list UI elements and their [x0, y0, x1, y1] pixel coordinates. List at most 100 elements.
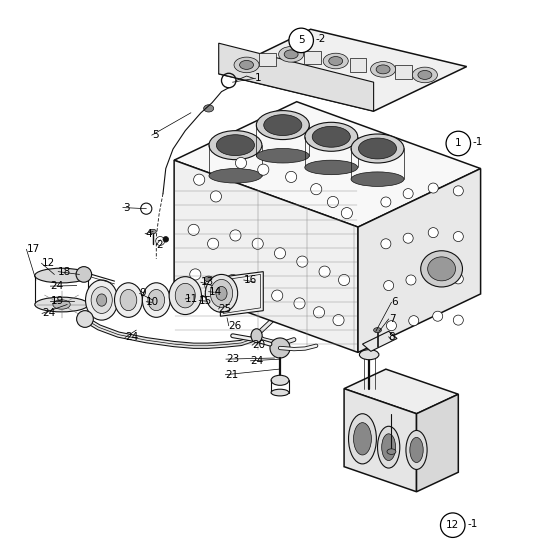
Text: 24: 24 — [42, 309, 55, 319]
Text: 19: 19 — [50, 296, 64, 306]
Ellipse shape — [271, 389, 289, 396]
Text: 24: 24 — [125, 333, 138, 342]
Ellipse shape — [264, 115, 302, 136]
Circle shape — [446, 131, 470, 156]
Text: 14: 14 — [209, 287, 222, 297]
Circle shape — [230, 230, 241, 241]
Text: 20: 20 — [252, 340, 265, 350]
Circle shape — [328, 197, 338, 208]
Circle shape — [211, 191, 222, 202]
Circle shape — [453, 315, 463, 325]
Circle shape — [338, 274, 349, 286]
Ellipse shape — [329, 57, 343, 66]
Text: 12: 12 — [446, 520, 459, 530]
Text: 23: 23 — [226, 354, 239, 364]
Text: 25: 25 — [219, 304, 232, 314]
Circle shape — [403, 189, 413, 199]
Circle shape — [270, 338, 290, 358]
Ellipse shape — [305, 122, 358, 151]
Text: 2: 2 — [156, 240, 163, 250]
Circle shape — [235, 157, 246, 169]
Circle shape — [163, 236, 169, 242]
Polygon shape — [417, 394, 458, 492]
Polygon shape — [219, 43, 374, 111]
Circle shape — [258, 164, 269, 175]
Text: 5: 5 — [152, 130, 158, 140]
Circle shape — [453, 186, 463, 196]
Circle shape — [274, 248, 286, 259]
Circle shape — [286, 171, 297, 183]
Ellipse shape — [418, 71, 432, 80]
Circle shape — [428, 183, 438, 193]
Circle shape — [433, 311, 443, 321]
Circle shape — [297, 256, 308, 267]
Text: 9: 9 — [139, 288, 146, 298]
Ellipse shape — [120, 290, 137, 311]
Circle shape — [188, 224, 199, 235]
Circle shape — [252, 238, 263, 249]
Circle shape — [156, 236, 165, 245]
Ellipse shape — [142, 283, 170, 318]
Text: 5: 5 — [298, 35, 305, 45]
Ellipse shape — [86, 280, 118, 320]
Circle shape — [333, 315, 344, 326]
Circle shape — [141, 203, 152, 214]
Text: 21: 21 — [225, 370, 239, 380]
Ellipse shape — [284, 50, 298, 59]
Ellipse shape — [53, 300, 70, 309]
Circle shape — [208, 238, 219, 249]
Ellipse shape — [406, 431, 427, 469]
Ellipse shape — [35, 268, 88, 283]
Circle shape — [190, 269, 201, 280]
Circle shape — [428, 227, 438, 237]
Ellipse shape — [216, 286, 227, 300]
Polygon shape — [344, 369, 458, 414]
Circle shape — [76, 267, 92, 282]
Text: 18: 18 — [58, 267, 72, 277]
Circle shape — [249, 281, 260, 292]
Text: 6: 6 — [391, 297, 398, 307]
Ellipse shape — [211, 279, 232, 307]
Ellipse shape — [377, 426, 400, 468]
Circle shape — [311, 184, 322, 195]
Text: -1: -1 — [467, 519, 478, 529]
Text: 26: 26 — [228, 321, 242, 331]
Text: 12: 12 — [41, 258, 55, 268]
Ellipse shape — [382, 434, 395, 460]
Ellipse shape — [206, 274, 237, 312]
Circle shape — [441, 513, 465, 538]
Ellipse shape — [91, 287, 112, 314]
Ellipse shape — [80, 312, 91, 326]
Ellipse shape — [240, 60, 254, 69]
Ellipse shape — [376, 65, 390, 74]
Polygon shape — [304, 51, 321, 64]
Circle shape — [289, 28, 314, 53]
Ellipse shape — [150, 229, 156, 234]
Text: 7: 7 — [389, 314, 395, 324]
Circle shape — [406, 275, 416, 285]
Circle shape — [384, 281, 394, 291]
Ellipse shape — [256, 111, 309, 139]
Ellipse shape — [412, 67, 437, 83]
Ellipse shape — [387, 449, 396, 454]
Circle shape — [272, 290, 283, 301]
Polygon shape — [221, 272, 263, 316]
Polygon shape — [219, 29, 466, 111]
Polygon shape — [395, 66, 412, 79]
Text: -1: -1 — [473, 137, 483, 147]
Ellipse shape — [169, 277, 202, 315]
Circle shape — [381, 197, 391, 207]
Ellipse shape — [305, 160, 358, 175]
Polygon shape — [344, 389, 417, 492]
Text: 24: 24 — [250, 356, 264, 366]
Ellipse shape — [35, 297, 88, 312]
Text: 1: 1 — [455, 138, 461, 148]
Polygon shape — [362, 332, 397, 351]
Circle shape — [319, 266, 330, 277]
Text: -2: -2 — [316, 34, 326, 44]
Circle shape — [341, 208, 352, 219]
Ellipse shape — [374, 328, 381, 333]
Ellipse shape — [360, 349, 379, 360]
Circle shape — [431, 270, 441, 281]
Text: 24: 24 — [50, 281, 64, 291]
